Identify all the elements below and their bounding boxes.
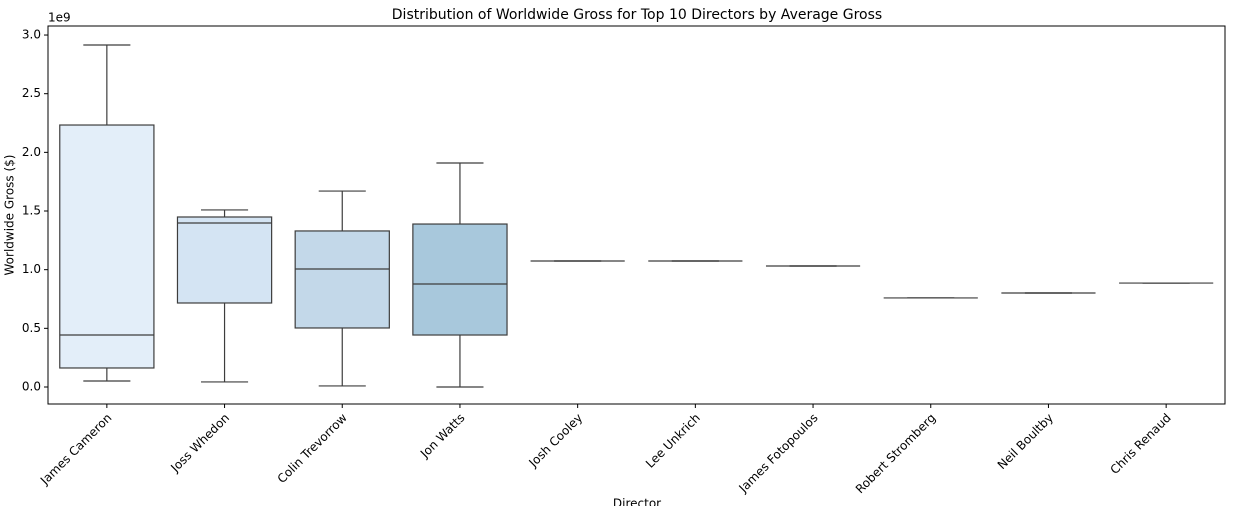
x-tick-label: Jon Watts (417, 411, 468, 462)
x-tick-label: Robert Stromberg (853, 411, 939, 497)
y-tick-label: 2.0 (22, 145, 41, 159)
y-tick-label: 1.0 (22, 262, 41, 276)
y-axis-label: Worldwide Gross ($) (3, 155, 17, 276)
y-tick-label: 0.5 (22, 321, 41, 335)
box (412, 223, 508, 336)
box (59, 124, 155, 369)
x-tick-label: Josh Cooley (526, 411, 586, 471)
y-tick-label: 2.5 (22, 86, 41, 100)
x-tick-label: Colin Trevorrow (275, 411, 350, 486)
x-tick-label: James Fotopoulos (736, 411, 821, 496)
plot-frame (47, 25, 1226, 405)
x-tick-label: Neil Boultby (995, 411, 1056, 472)
x-axis-label: Director (613, 497, 661, 506)
chart-title: Distribution of Worldwide Gross for Top … (392, 7, 882, 23)
y-tick-label: 1.5 (22, 204, 41, 218)
x-tick-label: Joss Whedon (167, 411, 232, 476)
box (294, 230, 390, 329)
x-tick-label: Lee Unkrich (643, 411, 703, 471)
box (176, 216, 273, 304)
y-tick-label: 3.0 (22, 28, 41, 42)
y-tick-label: 0.0 (22, 379, 41, 393)
x-tick-label: Chris Renaud (1107, 411, 1173, 477)
y-offset-label: 1e9 (48, 11, 71, 25)
x-tick-label: James Cameron (37, 411, 114, 488)
